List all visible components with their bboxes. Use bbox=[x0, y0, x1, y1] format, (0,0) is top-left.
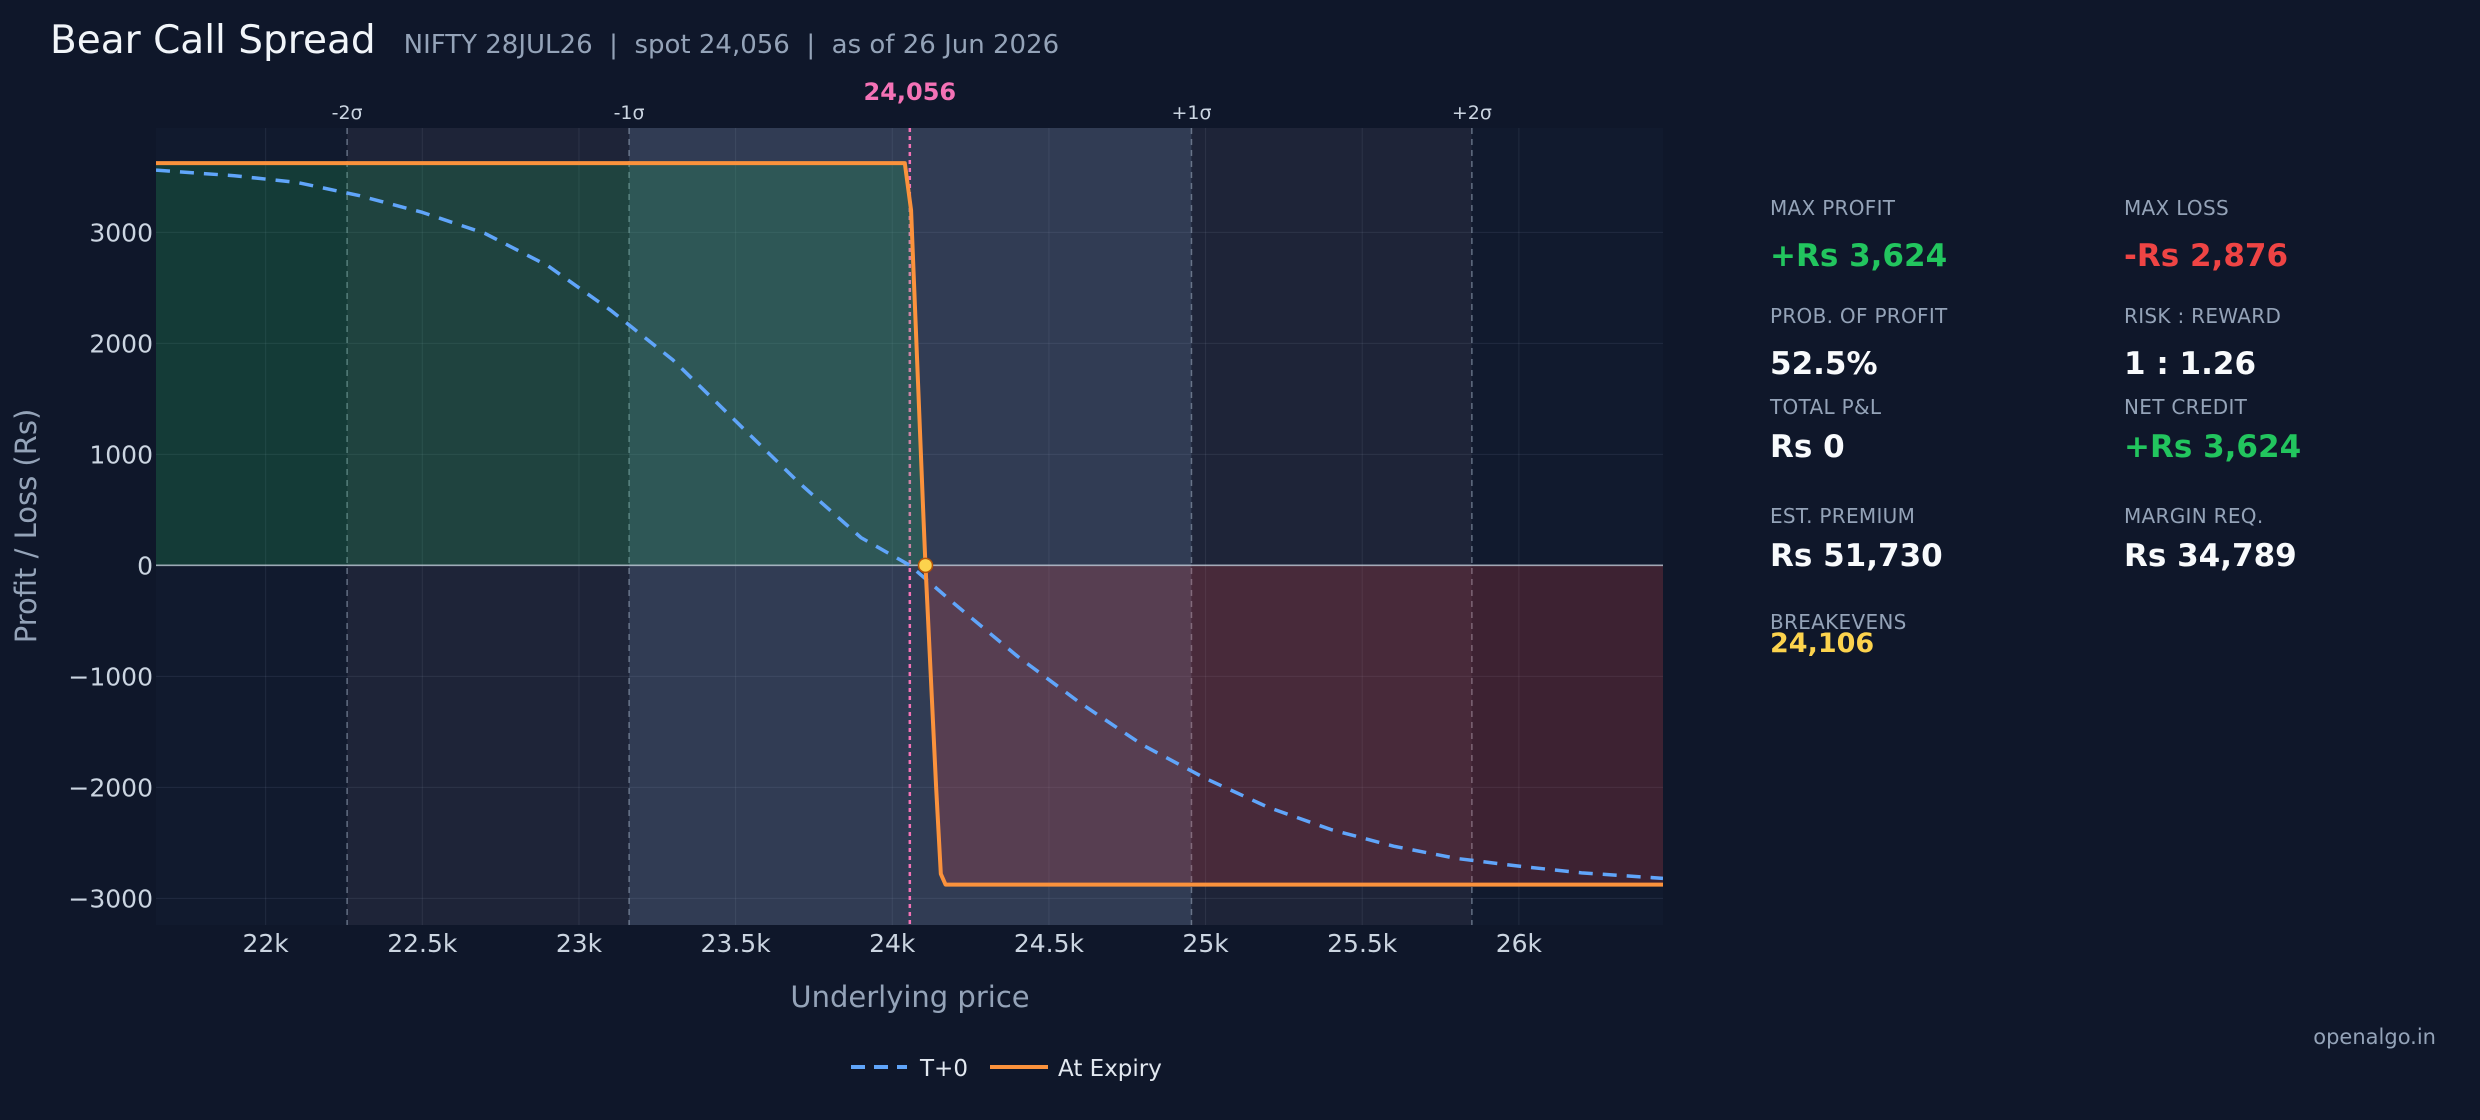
x-tick-label: 22.5k bbox=[387, 929, 458, 958]
spot-label: 24,056 bbox=[864, 78, 957, 106]
breakeven-marker[interactable] bbox=[917, 557, 934, 574]
x-tick-label: 26k bbox=[1496, 929, 1543, 958]
risk-reward-value: 1 : 1.26 bbox=[2124, 346, 2257, 382]
pop-label: PROB. OF PROFIT bbox=[1770, 304, 1948, 328]
x-tick-label: 24k bbox=[869, 929, 916, 958]
net-credit-label: NET CREDIT bbox=[2124, 395, 2248, 419]
est-premium-label: EST. PREMIUM bbox=[1770, 504, 1916, 528]
y-tick-label: 1000 bbox=[89, 440, 153, 469]
total-pl-value: Rs 0 bbox=[1770, 429, 1845, 465]
x-tick-label: 22k bbox=[243, 929, 290, 958]
y-axis-label: Profit / Loss (Rs) bbox=[9, 409, 43, 644]
sigma-label: +1σ bbox=[1171, 102, 1211, 124]
page-subtitle: NIFTY 28JUL26 | spot 24,056 | as of 26 J… bbox=[403, 30, 1060, 60]
sigma-label: -1σ bbox=[614, 102, 645, 124]
x-axis-label: Underlying price bbox=[790, 980, 1029, 1014]
breakevens-value: 24,106 bbox=[1770, 628, 1875, 659]
pop-value: 52.5% bbox=[1770, 346, 1878, 382]
y-tick-label: −3000 bbox=[68, 884, 153, 913]
margin-req-value: Rs 34,789 bbox=[2124, 538, 2297, 574]
x-tick-label: 24.5k bbox=[1014, 929, 1085, 958]
profit-region bbox=[156, 163, 926, 566]
page-title: Bear Call Spread bbox=[50, 18, 376, 63]
x-tick-label: 23k bbox=[556, 929, 603, 958]
max-profit-value: +Rs 3,624 bbox=[1770, 238, 1948, 274]
y-tick-label: −1000 bbox=[68, 662, 153, 691]
y-tick-label: 0 bbox=[137, 551, 153, 580]
sigma-label: -2σ bbox=[332, 102, 363, 124]
y-tick-label: −2000 bbox=[68, 773, 153, 802]
y-tick-label: 2000 bbox=[89, 329, 153, 358]
net-credit-value: +Rs 3,624 bbox=[2124, 429, 2302, 465]
watermark: openalgo.in bbox=[2313, 1025, 2436, 1049]
max-profit-label: MAX PROFIT bbox=[1770, 196, 1896, 220]
x-tick-label: 25.5k bbox=[1327, 929, 1398, 958]
est-premium-value: Rs 51,730 bbox=[1770, 538, 1943, 574]
sigma-label: +2σ bbox=[1452, 102, 1492, 124]
total-pl-label: TOTAL P&L bbox=[1770, 395, 1882, 419]
max-loss-value: -Rs 2,876 bbox=[2124, 238, 2289, 274]
stats-panel: MAX PROFIT +Rs 3,624 MAX LOSS -Rs 2,876 … bbox=[1770, 0, 2410, 700]
chart-header: Bear Call Spread NIFTY 28JUL26 | spot 24… bbox=[50, 18, 1059, 78]
max-loss-label: MAX LOSS bbox=[2124, 196, 2229, 220]
margin-req-label: MARGIN REQ. bbox=[2124, 504, 2264, 528]
sigma-band-4 bbox=[1471, 128, 1663, 925]
payoff-chart[interactable]: -2σ -1σ +1σ +2σ 24,056 3000 2000 1000 0 −1000 −20… bbox=[0, 0, 1720, 1120]
loss-region bbox=[925, 565, 1663, 885]
legend-t0-label: T+0 bbox=[919, 1056, 968, 1082]
x-tick-label: 23.5k bbox=[701, 929, 772, 958]
chart-legend: T+0 At Expiry bbox=[851, 1056, 1162, 1082]
x-tick-label: 25k bbox=[1182, 929, 1229, 958]
breakevens-label: BREAKEVENS bbox=[1770, 610, 1907, 634]
sigma-band-1 bbox=[347, 128, 630, 925]
t0-line[interactable] bbox=[156, 168, 1663, 881]
y-tick-label: 3000 bbox=[89, 218, 153, 247]
legend-expiry-label: At Expiry bbox=[1058, 1056, 1162, 1082]
sigma-band-0 bbox=[156, 128, 348, 925]
risk-reward-label: RISK : REWARD bbox=[2124, 304, 2282, 328]
